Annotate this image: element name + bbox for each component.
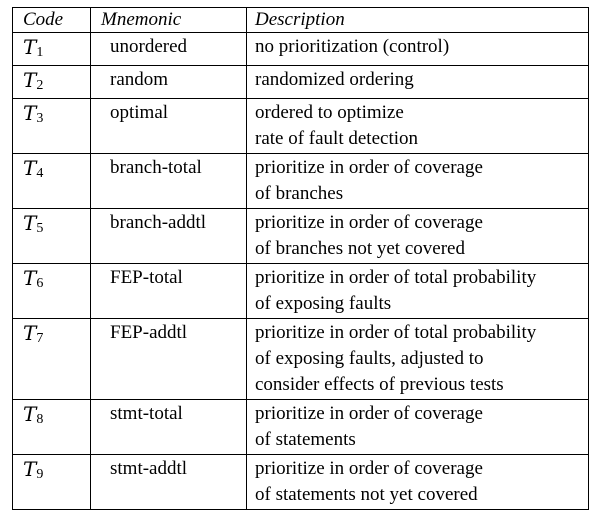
- description-line: randomized ordering: [255, 69, 414, 90]
- technique-code-index: 7: [36, 331, 44, 346]
- description-line: of statements not yet covered: [255, 484, 478, 505]
- technique-mnemonic: branch-total: [90, 153, 247, 209]
- description-line: no prioritization (control): [255, 36, 450, 57]
- technique-code-letter: T: [23, 457, 37, 481]
- table-row: T9 stmt-addtl prioritize in order of cover…: [12, 454, 589, 510]
- description-line: consider effects of previous tests: [255, 374, 504, 395]
- technique-mnemonic: FEP-addtl: [90, 318, 247, 400]
- technique-code-index: 3: [36, 111, 44, 126]
- description-line: prioritize in order of total probability: [255, 322, 537, 343]
- technique-code-letter: T: [23, 68, 37, 92]
- technique-code-index: 2: [36, 78, 44, 93]
- technique-code-symbol: T4: [23, 156, 44, 181]
- technique-mnemonic: random: [90, 65, 247, 99]
- technique-description: randomized ordering: [246, 65, 589, 99]
- technique-code-index: 6: [36, 276, 44, 291]
- technique-code-symbol: T5: [23, 211, 44, 236]
- description-line: rate of fault detection: [255, 128, 419, 149]
- technique-code-letter: T: [23, 101, 37, 125]
- technique-code-symbol: T2: [23, 68, 44, 93]
- technique-description: prioritize in order of coverage of statem…: [246, 454, 589, 510]
- technique-description: prioritize in order of total probability…: [246, 318, 589, 400]
- table-row: T5 branch-addtl prioritize in order of cov…: [12, 208, 589, 264]
- description-line: of exposing faults, adjusted to: [255, 348, 484, 369]
- technique-code-index: 5: [36, 221, 44, 236]
- technique-code-letter: T: [23, 156, 37, 180]
- technique-code-letter: T: [23, 402, 37, 426]
- technique-code-letter: T: [23, 35, 37, 59]
- table-header-row: Code Mnemonic Description: [12, 7, 589, 33]
- description-line: prioritize in order of total probability: [255, 267, 537, 288]
- technique-description: prioritize in order of total probability…: [246, 263, 589, 319]
- technique-description: no prioritization (control): [246, 32, 589, 66]
- description-line: of branches not yet covered: [255, 238, 465, 259]
- technique-code-index: 1: [36, 45, 44, 60]
- technique-code-index: 9: [36, 467, 44, 482]
- technique-code: T9: [12, 454, 91, 510]
- technique-code: T5: [12, 208, 91, 264]
- technique-mnemonic: unordered: [90, 32, 247, 66]
- table-row: T8 stmt-total prioritize in order of cover…: [12, 399, 589, 455]
- technique-code: T8: [12, 399, 91, 455]
- table-row: T6 FEP-total prioritize in order of total …: [12, 263, 589, 319]
- technique-code-index: 8: [36, 412, 44, 427]
- mnemonic-column-header: Mnemonic: [90, 7, 247, 33]
- description-line: prioritize in order of coverage: [255, 212, 483, 233]
- table-row: T3 optimal ordered to optimize rate of faul…: [12, 98, 589, 154]
- prioritization-techniques-table: Code Mnemonic Description T1 unordered no …: [12, 7, 589, 510]
- technique-description: ordered to optimize rate of fault detecti…: [246, 98, 589, 154]
- technique-code: T7: [12, 318, 91, 400]
- technique-code: T3: [12, 98, 91, 154]
- technique-code-index: 4: [36, 166, 44, 181]
- technique-code-letter: T: [23, 266, 37, 290]
- technique-code-letter: T: [23, 211, 37, 235]
- description-column-header: Description: [246, 7, 589, 33]
- technique-code: T1: [12, 32, 91, 66]
- description-line: ordered to optimize: [255, 102, 404, 123]
- technique-code-symbol: T1: [23, 35, 44, 60]
- technique-description: prioritize in order of coverage of branch…: [246, 208, 589, 264]
- description-line: of statements: [255, 429, 356, 450]
- technique-mnemonic: branch-addtl: [90, 208, 247, 264]
- description-line: of exposing faults: [255, 293, 392, 314]
- table-row: T4 branch-total prioritize in order of cov…: [12, 153, 589, 209]
- technique-code: T6: [12, 263, 91, 319]
- description-line: prioritize in order of coverage: [255, 157, 483, 178]
- technique-code: T4: [12, 153, 91, 209]
- technique-mnemonic: stmt-total: [90, 399, 247, 455]
- description-line: prioritize in order of coverage: [255, 458, 483, 479]
- technique-code-letter: T: [23, 321, 37, 345]
- description-line: of branches: [255, 183, 344, 204]
- technique-code: T2: [12, 65, 91, 99]
- description-line: prioritize in order of coverage: [255, 403, 483, 424]
- technique-description: prioritize in order of coverage of statem…: [246, 399, 589, 455]
- table-row: T7 FEP-addtl prioritize in order of total …: [12, 318, 589, 400]
- table-row: T1 unordered no prioritization (control): [12, 32, 589, 66]
- table-body: T1 unordered no prioritization (control) T2…: [12, 32, 589, 510]
- technique-mnemonic: FEP-total: [90, 263, 247, 319]
- technique-code-symbol: T8: [23, 402, 44, 427]
- technique-code-symbol: T3: [23, 101, 44, 126]
- technique-code-symbol: T6: [23, 266, 44, 291]
- technique-code-symbol: T7: [23, 321, 44, 346]
- table-row: T2 random randomized ordering: [12, 65, 589, 99]
- technique-code-symbol: T9: [23, 457, 44, 482]
- technique-mnemonic: stmt-addtl: [90, 454, 247, 510]
- code-column-header: Code: [12, 7, 91, 33]
- technique-description: prioritize in order of coverage of branch…: [246, 153, 589, 209]
- technique-mnemonic: optimal: [90, 98, 247, 154]
